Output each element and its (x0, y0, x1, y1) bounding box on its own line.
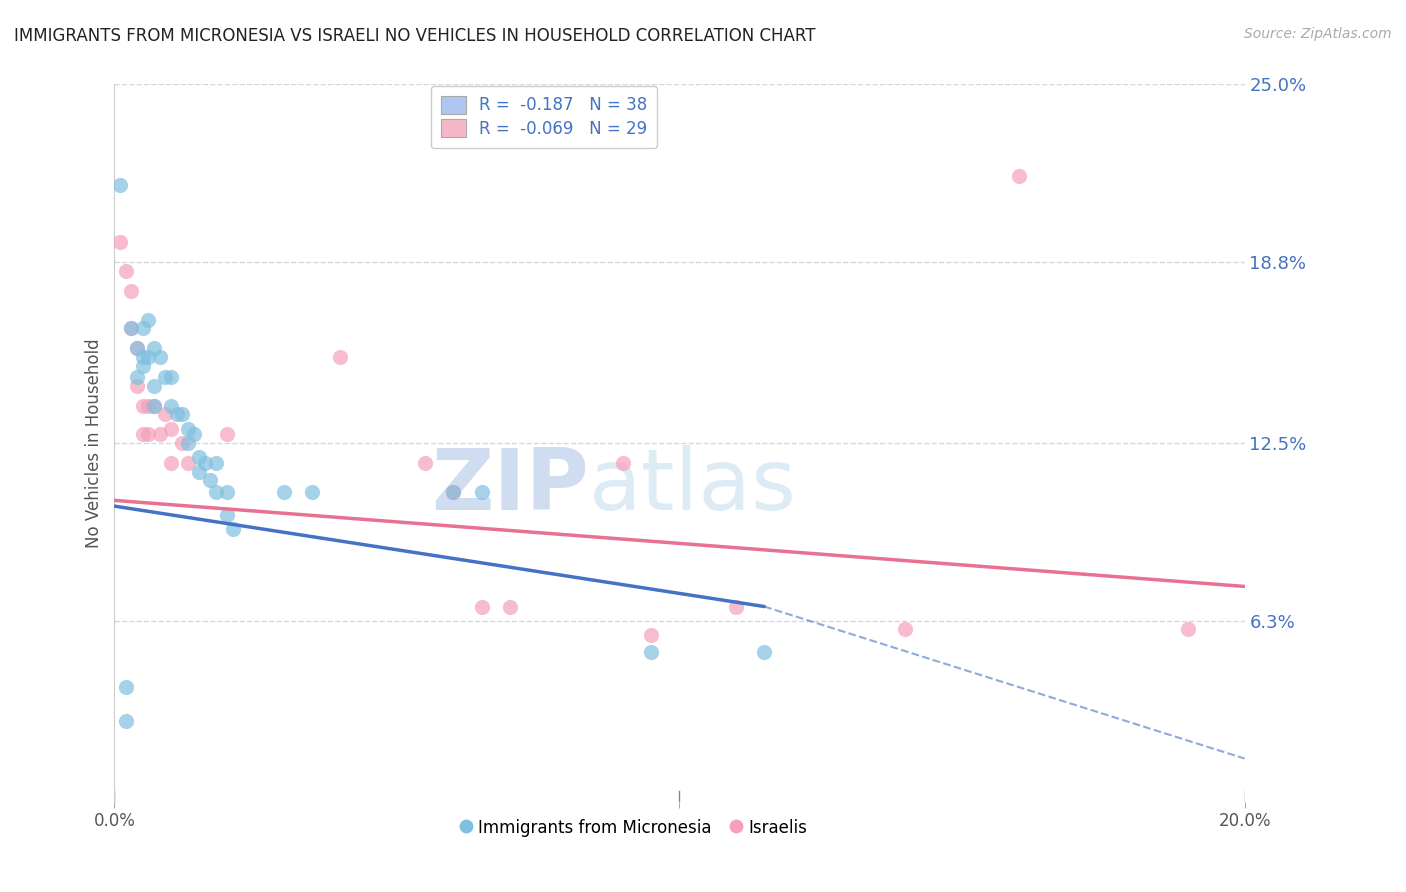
Point (136, 399, 159, 413)
Point (640, 628, 662, 642)
Point (301, 484, 323, 499)
Point (131, 321, 153, 335)
Point (188, 450, 211, 465)
Point (612, 456, 634, 470)
Point (200, 473, 222, 487)
Point (120, 284, 142, 298)
Point (166, 407, 188, 421)
Point (499, 599, 522, 614)
Point (217, 427, 239, 442)
Point (177, 456, 200, 470)
Point (471, 484, 494, 499)
Point (894, 623, 917, 637)
Point (443, 484, 465, 499)
Point (329, 350, 352, 364)
Point (108, 235, 131, 250)
Point (155, 370, 177, 384)
Point (1007, 169, 1029, 184)
Point (160, 422, 183, 436)
Point (188, 465, 211, 479)
Text: ZIP: ZIP (432, 444, 589, 527)
Point (114, 264, 136, 278)
Point (114, 714, 136, 729)
Point (143, 399, 166, 413)
Text: atlas: atlas (589, 444, 797, 527)
Point (125, 342, 148, 356)
Point (172, 407, 194, 421)
Point (136, 427, 159, 442)
Point (177, 422, 200, 436)
Point (217, 508, 239, 522)
Point (131, 350, 153, 364)
Point (724, 599, 747, 614)
Point (160, 399, 183, 413)
Point (131, 359, 153, 373)
Point (125, 370, 148, 384)
Point (640, 645, 662, 659)
Point (754, 645, 776, 659)
Point (222, 522, 245, 536)
Point (217, 484, 239, 499)
Point (205, 456, 228, 470)
Point (273, 484, 295, 499)
Point (125, 342, 148, 356)
Point (114, 680, 136, 694)
Point (136, 350, 159, 364)
Point (136, 312, 159, 326)
Point (160, 456, 183, 470)
Text: Source: ZipAtlas.com: Source: ZipAtlas.com (1244, 27, 1392, 41)
Point (143, 342, 166, 356)
Point (120, 321, 142, 335)
Legend: Immigrants from Micronesia, Israelis: Immigrants from Micronesia, Israelis (454, 812, 814, 844)
Text: IMMIGRANTS FROM MICRONESIA VS ISRAELI NO VEHICLES IN HOUSEHOLD CORRELATION CHART: IMMIGRANTS FROM MICRONESIA VS ISRAELI NO… (14, 27, 815, 45)
Point (183, 427, 205, 442)
Point (143, 399, 166, 413)
Point (172, 436, 194, 450)
Point (194, 456, 217, 470)
Point (205, 484, 228, 499)
Point (1177, 623, 1199, 637)
Point (413, 456, 436, 470)
Point (120, 321, 142, 335)
Point (131, 427, 153, 442)
Point (177, 436, 200, 450)
Point (149, 427, 172, 442)
Point (155, 407, 177, 421)
Point (471, 599, 494, 614)
Point (443, 484, 465, 499)
Point (143, 378, 166, 392)
Point (131, 399, 153, 413)
Point (108, 178, 131, 192)
Point (160, 370, 183, 384)
Point (125, 378, 148, 392)
Y-axis label: No Vehicles in Household: No Vehicles in Household (86, 338, 103, 548)
Point (149, 350, 172, 364)
